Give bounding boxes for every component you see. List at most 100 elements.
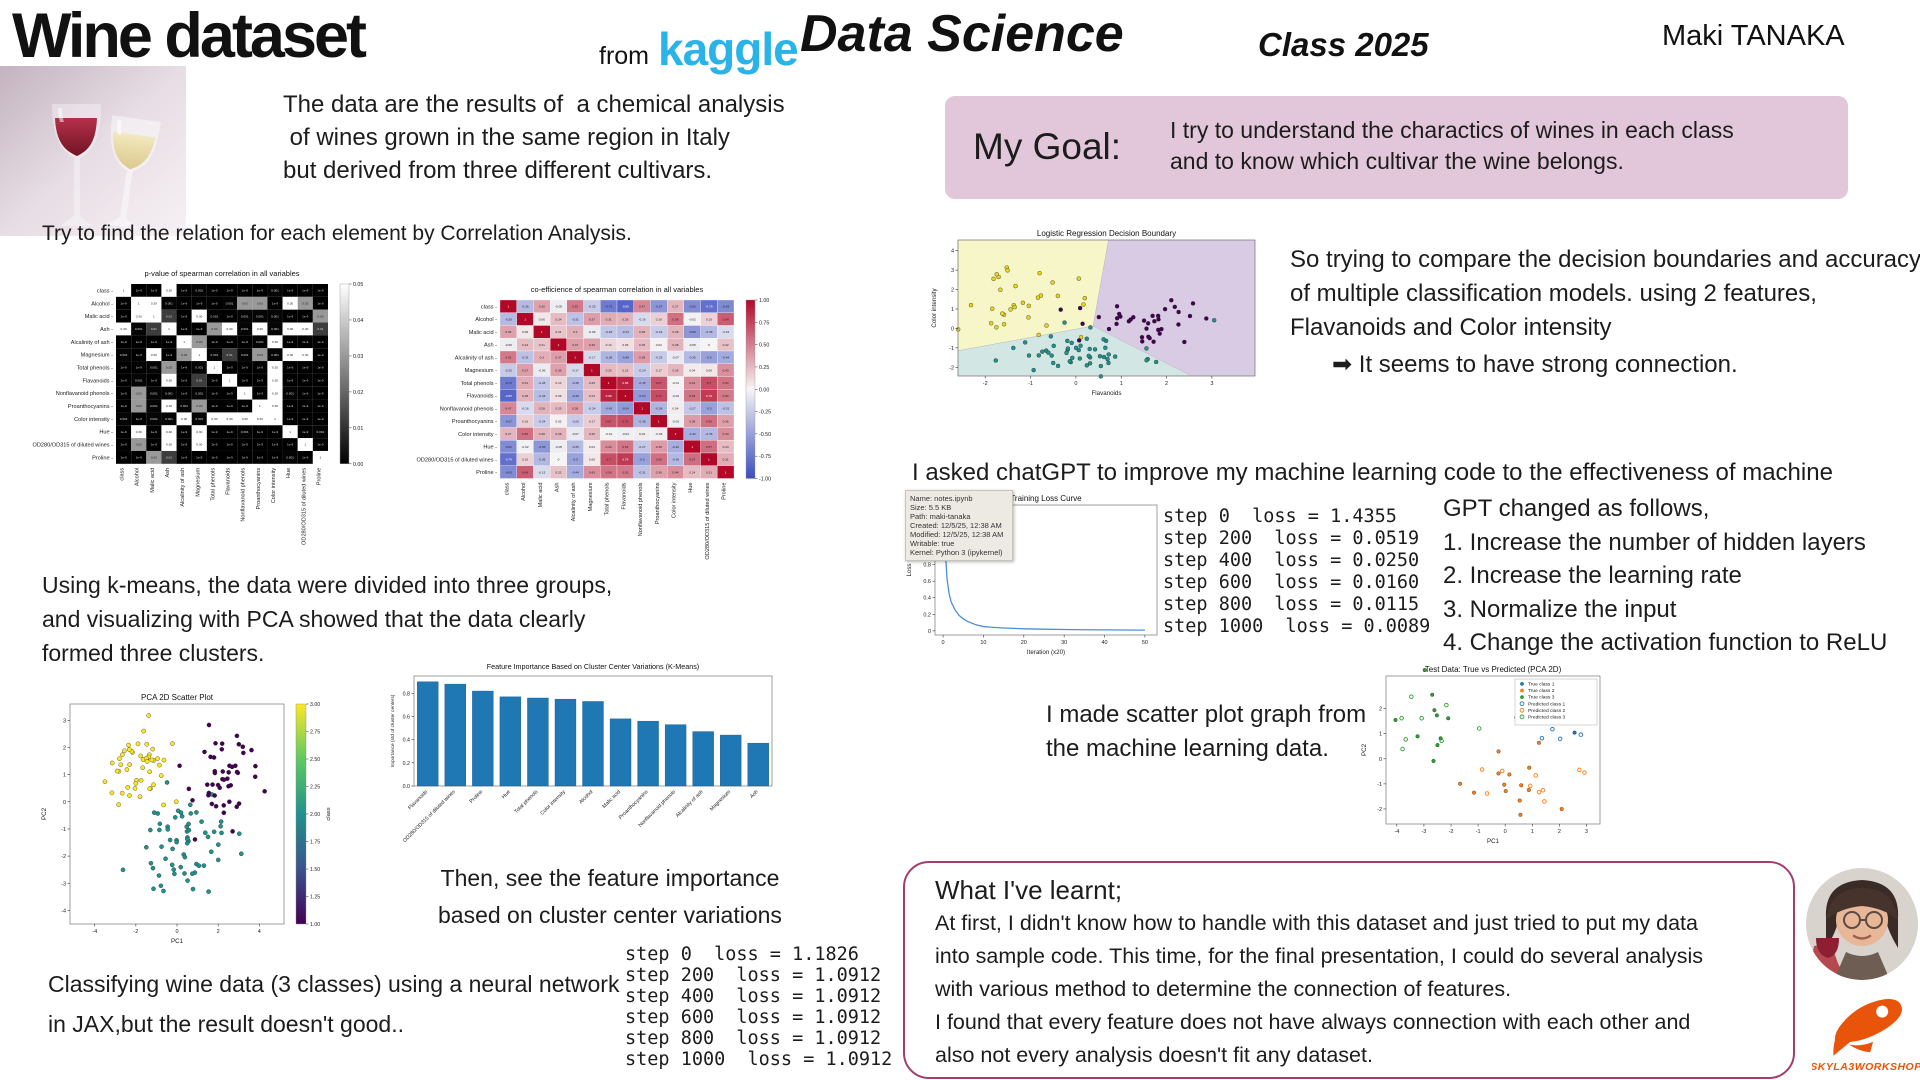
svg-text:0.28: 0.28 xyxy=(539,432,545,436)
svg-text:0.04: 0.04 xyxy=(353,318,363,324)
svg-text:0.001: 0.001 xyxy=(150,366,158,370)
author-photo-image xyxy=(1806,868,1918,980)
svg-text:0.54: 0.54 xyxy=(622,445,628,449)
svg-text:Loss: Loss xyxy=(906,563,913,576)
svg-text:-2: -2 xyxy=(133,929,138,935)
svg-text:-0.62: -0.62 xyxy=(689,305,696,309)
svg-text:0.001: 0.001 xyxy=(211,353,219,357)
svg-text:-1: -1 xyxy=(61,827,66,833)
svg-text:0.64: 0.64 xyxy=(522,470,528,474)
svg-text:1.25: 1.25 xyxy=(310,895,320,901)
svg-text:1: 1 xyxy=(608,381,610,385)
svg-text:1e-9: 1e-9 xyxy=(242,443,248,447)
svg-text:0.44: 0.44 xyxy=(672,470,678,474)
svg-text:0.001: 0.001 xyxy=(150,417,158,421)
svg-text:0.30: 0.30 xyxy=(136,430,142,434)
svg-text:0: 0 xyxy=(942,640,945,646)
svg-text:0.16: 0.16 xyxy=(656,317,662,321)
decision-boundary-chart: -2 -1 0 1 2 3 -2 -1 0 1 2 3 4 Logistic Regression Dec… xyxy=(931,229,1256,397)
tooltip-line: Path: maki-tanaka xyxy=(910,512,971,521)
svg-text:0.35: 0.35 xyxy=(505,330,511,334)
svg-text:2: 2 xyxy=(1379,707,1382,713)
svg-text:-0.27: -0.27 xyxy=(639,445,646,449)
svg-text:0.30: 0.30 xyxy=(302,327,308,331)
svg-text:Ash -: Ash - xyxy=(484,343,497,349)
svg-text:Proline -: Proline - xyxy=(476,470,497,476)
svg-text:-1: -1 xyxy=(949,346,954,352)
svg-text:1e-9: 1e-9 xyxy=(181,456,187,460)
svg-text:0.22: 0.22 xyxy=(555,470,561,474)
svg-text:-2: -2 xyxy=(983,381,988,387)
svg-text:0.30: 0.30 xyxy=(196,430,202,434)
svg-text:Hue: Hue xyxy=(688,483,694,493)
svg-text:0.24: 0.24 xyxy=(522,343,528,347)
svg-text:1e-9: 1e-9 xyxy=(166,353,172,357)
svg-text:1e-9: 1e-9 xyxy=(120,379,126,383)
svg-text:1e-9: 1e-9 xyxy=(287,340,293,344)
svg-text:0.7: 0.7 xyxy=(606,458,611,462)
svg-text:0.09: 0.09 xyxy=(622,343,628,347)
svg-text:0.03: 0.03 xyxy=(242,301,248,305)
logo-text: SKYLA3WORKSHOP xyxy=(1812,1061,1920,1073)
svg-text:Test Data: True vs Predicted (: Test Data: True vs Predicted (PCA 2D) xyxy=(1425,665,1562,674)
svg-text:Color intensity -: Color intensity - xyxy=(74,417,113,423)
skylab-logo-image: SKYLA3WORKSHOP xyxy=(1810,999,1920,1073)
skylab-logo: SKYLA3WORKSHOP xyxy=(1810,986,1920,1078)
kaggle-logo: kaggle xyxy=(658,23,799,75)
kmeans-line: and visualizing with PCA showed that the… xyxy=(42,606,586,632)
svg-text:PCA 2D Scatter Plot: PCA 2D Scatter Plot xyxy=(141,693,214,702)
gpt-change-line: 3. Normalize the input xyxy=(1443,595,1677,623)
svg-text:0.001: 0.001 xyxy=(195,366,203,370)
svg-text:0.36: 0.36 xyxy=(656,470,662,474)
svg-text:0.001: 0.001 xyxy=(271,289,279,293)
svg-text:1: 1 xyxy=(168,327,170,331)
svg-text:0: 0 xyxy=(1074,381,1077,387)
svg-text:-0.07: -0.07 xyxy=(672,356,679,360)
svg-text:0: 0 xyxy=(558,458,560,462)
svg-text:0.001: 0.001 xyxy=(271,327,279,331)
gpt-change-line: 1. Increase the number of hidden layers xyxy=(1443,528,1866,556)
svg-text:1: 1 xyxy=(574,356,576,360)
svg-text:0.15: 0.15 xyxy=(522,458,528,462)
svg-text:0.3: 0.3 xyxy=(540,356,545,360)
learnt-line: At first, I didn't know how to handle wi… xyxy=(935,911,1698,935)
svg-text:0: 0 xyxy=(928,629,931,635)
svg-text:1e-9: 1e-9 xyxy=(211,340,217,344)
svg-text:1: 1 xyxy=(244,391,246,395)
svg-text:-0.5: -0.5 xyxy=(639,458,645,462)
svg-text:2: 2 xyxy=(1165,381,1168,387)
svg-text:0.00: 0.00 xyxy=(759,387,769,393)
svg-text:10: 10 xyxy=(980,640,986,646)
svg-text:1e-9: 1e-9 xyxy=(181,366,187,370)
author-photo xyxy=(1806,868,1918,985)
svg-text:0: 0 xyxy=(1379,757,1382,763)
svg-text:0.30: 0.30 xyxy=(166,430,172,434)
gpt-loss-log: step 0 loss = 1.4355 step 200 loss = 0.0… xyxy=(1163,506,1430,638)
learnt-line: also not every analysis doesn't fit any … xyxy=(935,1043,1373,1067)
svg-text:1e-9: 1e-9 xyxy=(151,379,157,383)
svg-text:0.03: 0.03 xyxy=(181,353,187,357)
svg-text:0.54: 0.54 xyxy=(606,470,612,474)
svg-text:0.17: 0.17 xyxy=(656,368,662,372)
svg-text:1e-9: 1e-9 xyxy=(181,301,187,305)
svg-text:1e-9: 1e-9 xyxy=(120,456,126,460)
svg-text:0.001: 0.001 xyxy=(150,391,158,395)
svg-text:0.30: 0.30 xyxy=(287,327,293,331)
svg-text:0.43: 0.43 xyxy=(723,368,729,372)
svg-text:0.36: 0.36 xyxy=(555,368,561,372)
svg-text:Flavanoids -: Flavanoids - xyxy=(467,394,498,400)
svg-text:0.03: 0.03 xyxy=(136,391,142,395)
svg-text:-0.5: -0.5 xyxy=(706,356,712,360)
tooltip-line: Modified: 12/5/25, 12:38 AM xyxy=(910,530,1004,539)
svg-text:-0.48: -0.48 xyxy=(622,356,629,360)
svg-text:-1: -1 xyxy=(1476,829,1481,835)
svg-text:0.30: 0.30 xyxy=(302,353,308,357)
loss-line: step 400 loss = 0.0250 xyxy=(1163,550,1420,571)
svg-text:0.28: 0.28 xyxy=(672,343,678,347)
svg-text:co-efficience of spearman corr: co-efficience of spearman correlation in… xyxy=(531,285,704,294)
svg-text:2.25: 2.25 xyxy=(310,785,320,791)
svg-text:0.01: 0.01 xyxy=(166,456,172,460)
svg-text:Magnesium -: Magnesium - xyxy=(81,353,113,359)
svg-text:-0.45: -0.45 xyxy=(605,407,612,411)
svg-text:-1.00: -1.00 xyxy=(759,477,771,483)
